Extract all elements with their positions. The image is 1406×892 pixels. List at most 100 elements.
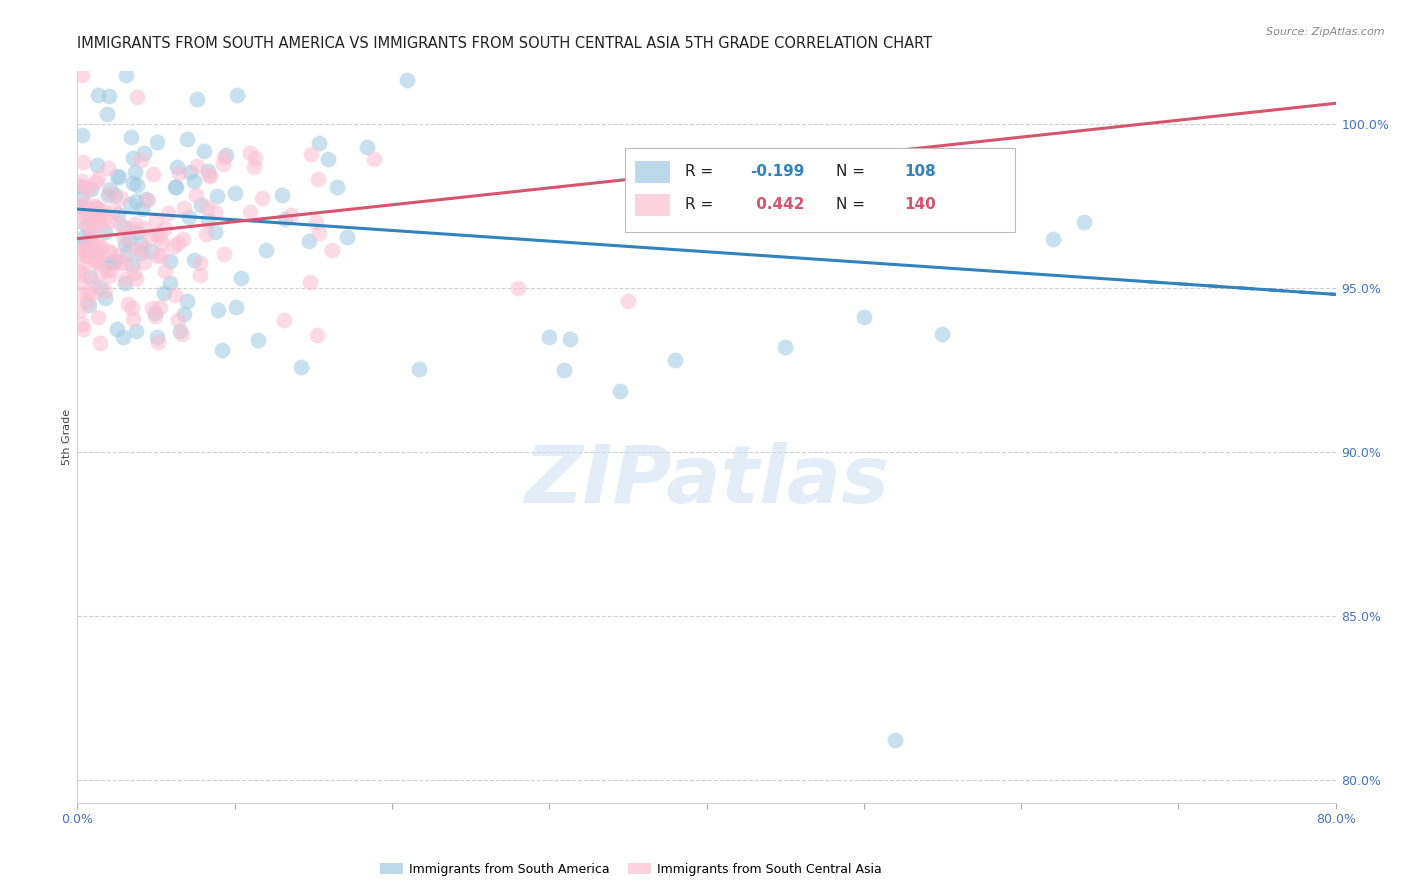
Point xyxy=(114,68,136,82)
Point xyxy=(87,171,110,186)
Point xyxy=(166,160,188,174)
Point xyxy=(125,272,148,286)
Point xyxy=(150,236,173,251)
Point xyxy=(73,230,96,244)
Point xyxy=(207,303,229,318)
Point xyxy=(86,254,108,268)
Point xyxy=(617,293,640,308)
Point xyxy=(173,201,195,215)
Point xyxy=(108,217,131,231)
Point xyxy=(134,146,156,161)
Point xyxy=(211,343,233,358)
Point xyxy=(97,188,120,202)
Point xyxy=(176,294,198,309)
Point xyxy=(96,263,118,277)
Point xyxy=(167,235,190,250)
Point xyxy=(87,87,110,102)
Point xyxy=(69,287,91,301)
Point xyxy=(125,324,148,338)
Point xyxy=(197,164,219,178)
Point xyxy=(299,147,322,161)
Point xyxy=(664,353,686,368)
Point xyxy=(131,153,153,168)
Point xyxy=(307,171,329,186)
Point xyxy=(305,215,328,229)
Point xyxy=(229,271,252,285)
Text: N =: N = xyxy=(837,197,870,212)
Point xyxy=(204,204,226,219)
Point xyxy=(506,281,529,295)
Y-axis label: 5th Grade: 5th Grade xyxy=(62,409,72,465)
Point xyxy=(167,166,190,180)
Point xyxy=(143,306,166,320)
Point xyxy=(124,243,146,257)
Point xyxy=(94,225,117,239)
Point xyxy=(73,196,96,211)
Point xyxy=(70,174,93,188)
Point xyxy=(204,225,226,239)
Point xyxy=(84,213,107,227)
Point xyxy=(159,254,181,268)
Point xyxy=(132,255,155,269)
Point xyxy=(98,268,121,283)
Text: ZIPatlas: ZIPatlas xyxy=(524,442,889,520)
Point xyxy=(335,230,357,244)
Point xyxy=(299,275,322,289)
Point xyxy=(124,164,146,178)
Point xyxy=(86,158,108,172)
Point xyxy=(97,161,120,176)
Point xyxy=(214,150,236,164)
Text: 0.442: 0.442 xyxy=(751,197,804,212)
Point xyxy=(79,227,101,242)
Point xyxy=(77,244,100,258)
Point xyxy=(84,199,107,213)
Point xyxy=(75,205,97,219)
Point xyxy=(104,187,127,202)
Point xyxy=(145,135,167,149)
Point xyxy=(70,128,93,142)
Point xyxy=(1073,215,1095,229)
Point xyxy=(121,176,143,190)
Point xyxy=(131,245,153,260)
Point xyxy=(190,268,212,282)
Point xyxy=(122,222,145,236)
Point xyxy=(72,267,94,281)
Point xyxy=(77,181,100,195)
Point xyxy=(100,254,122,268)
Point xyxy=(145,329,167,343)
Point xyxy=(273,313,295,327)
Point xyxy=(67,205,90,219)
Point xyxy=(852,310,875,325)
Point xyxy=(225,301,247,315)
Point xyxy=(177,210,200,224)
Point xyxy=(179,165,201,179)
Point xyxy=(98,182,121,196)
Point xyxy=(110,191,132,205)
Point xyxy=(89,281,111,295)
Point xyxy=(124,217,146,231)
Point xyxy=(77,233,100,247)
Point xyxy=(127,226,149,240)
Point xyxy=(98,88,121,103)
Point xyxy=(72,154,94,169)
Point xyxy=(139,229,162,244)
Point xyxy=(318,152,340,166)
Legend: Immigrants from South America, Immigrants from South Central Asia: Immigrants from South America, Immigrant… xyxy=(375,858,887,880)
Point xyxy=(884,733,907,747)
Point xyxy=(75,218,97,232)
Point xyxy=(205,188,228,202)
Point xyxy=(105,169,128,184)
Point xyxy=(155,220,177,235)
Point xyxy=(94,291,117,305)
Point xyxy=(72,236,94,251)
Point xyxy=(224,186,246,200)
Point xyxy=(1042,232,1064,246)
Point xyxy=(121,312,143,326)
Point xyxy=(173,307,195,321)
Point xyxy=(79,270,101,285)
Point xyxy=(321,243,343,257)
Point xyxy=(139,244,162,259)
Point xyxy=(83,246,105,260)
Point xyxy=(94,284,117,298)
Point xyxy=(156,205,179,219)
